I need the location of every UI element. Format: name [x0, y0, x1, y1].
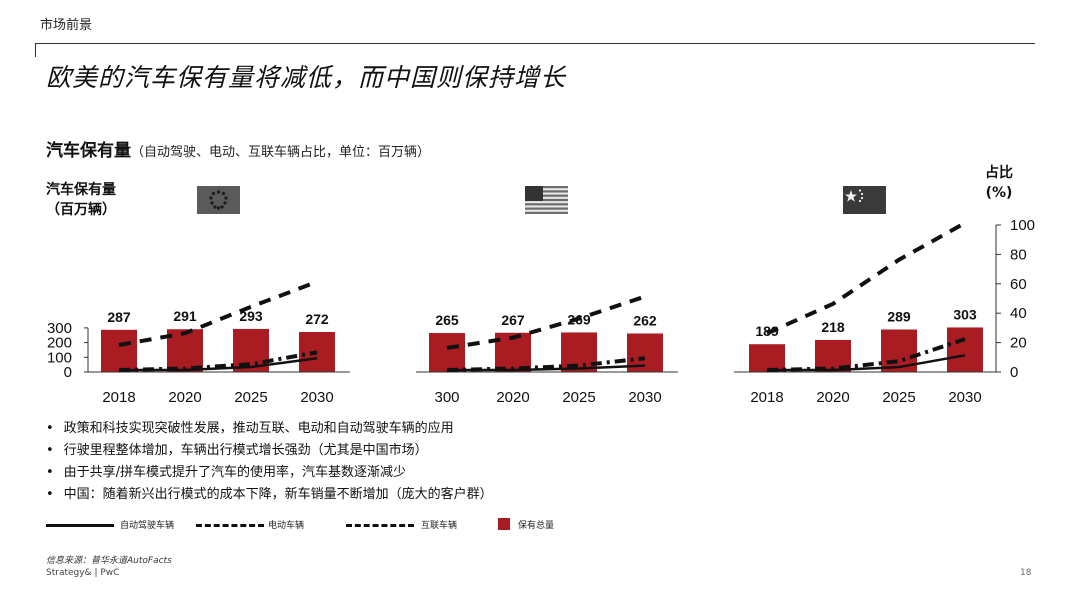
- bullet-item: 中国：随着新兴出行模式的成本下降，新车销量不断增加（庞大的客户群）: [46, 484, 493, 506]
- x-tick-label: 2030: [948, 389, 981, 406]
- bar-value-label: 303: [953, 306, 977, 322]
- header-divider-tick: [35, 43, 36, 57]
- legend-autonomous-line: [46, 524, 114, 527]
- source-note: 信息来源：普华永道AutoFacts: [46, 556, 172, 566]
- x-tick-label: 2020: [168, 389, 201, 406]
- x-tick-label: 2030: [628, 389, 661, 406]
- legend-autonomous-label: 自动驾驶车辆: [120, 521, 175, 531]
- y-axis-title-line2: （百万辆）: [46, 202, 116, 218]
- autonomous-share-line: [119, 357, 318, 372]
- bar: [299, 332, 335, 372]
- connected-share-line: [766, 221, 966, 336]
- legend-total-label: 保有总量: [518, 521, 555, 531]
- share-tick-label: 20: [1010, 335, 1027, 352]
- y-axis-title-line1: 汽车保有量: [46, 182, 116, 198]
- legend-connected-label: 互联车辆: [421, 521, 458, 531]
- legend-electric-line: [196, 524, 264, 527]
- share-axis-title: 占比 (%): [975, 163, 1023, 203]
- us-flag-icon: [525, 186, 568, 214]
- x-tick-label: 2020: [496, 389, 529, 406]
- x-tick-label: 2020: [816, 389, 849, 406]
- y-tick-label: 300: [47, 320, 72, 337]
- bullet-item: 政策和科技实现突破性发展，推动互联、电动和自动驾驶车辆的应用: [46, 418, 493, 440]
- bar-value-label: 287: [107, 309, 131, 325]
- legend-connected-line: [346, 524, 414, 527]
- section-label: 市场前景: [40, 18, 93, 33]
- y-tick-label: 100: [47, 349, 72, 366]
- x-tick-label: 2025: [882, 389, 915, 406]
- bar-value-label: 293: [239, 308, 263, 324]
- share-tick-label: 40: [1010, 305, 1027, 322]
- footer-brand: Strategy& | PwC: [46, 568, 120, 578]
- bullet-item: 行驶里程整体增加，车辆出行模式增长强劲（尤其是中国市场）: [46, 440, 493, 462]
- bullet-item: 由于共享/拼车模式提升了汽车的使用率，汽车基数逐渐减少: [46, 462, 493, 484]
- share-axis-title-line2: (%): [985, 185, 1013, 201]
- subtitle-note: （自动驾驶、电动、互联车辆占比，单位：百万辆）: [131, 145, 431, 160]
- connected-share-line: [118, 279, 318, 347]
- bar-value-label: 262: [633, 312, 657, 328]
- legend-electric-label: 电动车辆: [268, 521, 305, 531]
- bar: [101, 329, 137, 372]
- x-tick-label: 2018: [750, 389, 783, 406]
- autonomous-share-line: [447, 364, 646, 372]
- chart-legend: 自动驾驶车辆 电动车辆 互联车辆 保有总量: [46, 515, 646, 535]
- share-tick-label: 60: [1010, 276, 1027, 293]
- x-tick-label: 2030: [300, 389, 333, 406]
- bar: [749, 344, 785, 372]
- x-tick-label: 2025: [562, 389, 595, 406]
- x-tick-label: 2018: [102, 389, 135, 406]
- x-tick-label: 300: [434, 389, 459, 406]
- bar: [429, 333, 465, 372]
- y-tick-label: 200: [47, 335, 72, 352]
- x-tick-label: 2025: [234, 389, 267, 406]
- header-divider: [35, 43, 1035, 44]
- connected-share-line: [446, 294, 646, 350]
- y-axis-title: 汽车保有量 （百万辆）: [46, 180, 116, 220]
- china-flag-icon: [843, 186, 886, 214]
- bar-value-label: 267: [501, 312, 525, 328]
- slide-title: 欧美的汽车保有量将减低，而中国则保持增长: [46, 63, 567, 92]
- page-number: 18: [1020, 568, 1032, 578]
- share-axis-title-line1: 占比: [985, 165, 1013, 181]
- eu-flag-icon: [197, 186, 240, 214]
- autonomous-share-line: [767, 354, 966, 372]
- bar-value-label: 218: [821, 319, 845, 335]
- bar-value-label: 289: [887, 309, 911, 325]
- subtitle-main: 汽车保有量: [46, 141, 131, 161]
- bullet-list: 政策和科技实现突破性发展，推动互联、电动和自动驾驶车辆的应用 行驶里程整体增加，…: [46, 418, 493, 506]
- bar-value-label: 272: [305, 311, 329, 327]
- bar-value-label: 265: [435, 312, 459, 328]
- share-tick-label: 80: [1010, 246, 1027, 263]
- share-tick-label: 100: [1010, 217, 1035, 234]
- bar-value-label: 291: [173, 308, 197, 324]
- bar: [947, 327, 983, 372]
- bar: [167, 329, 203, 372]
- chart-subtitle: 汽车保有量（自动驾驶、电动、互联车辆占比，单位：百万辆）: [46, 136, 430, 161]
- y-tick-label: 0: [64, 364, 72, 381]
- legend-total-swatch: [498, 518, 510, 530]
- share-tick-label: 0: [1010, 364, 1018, 381]
- electric-share-line: [766, 337, 966, 372]
